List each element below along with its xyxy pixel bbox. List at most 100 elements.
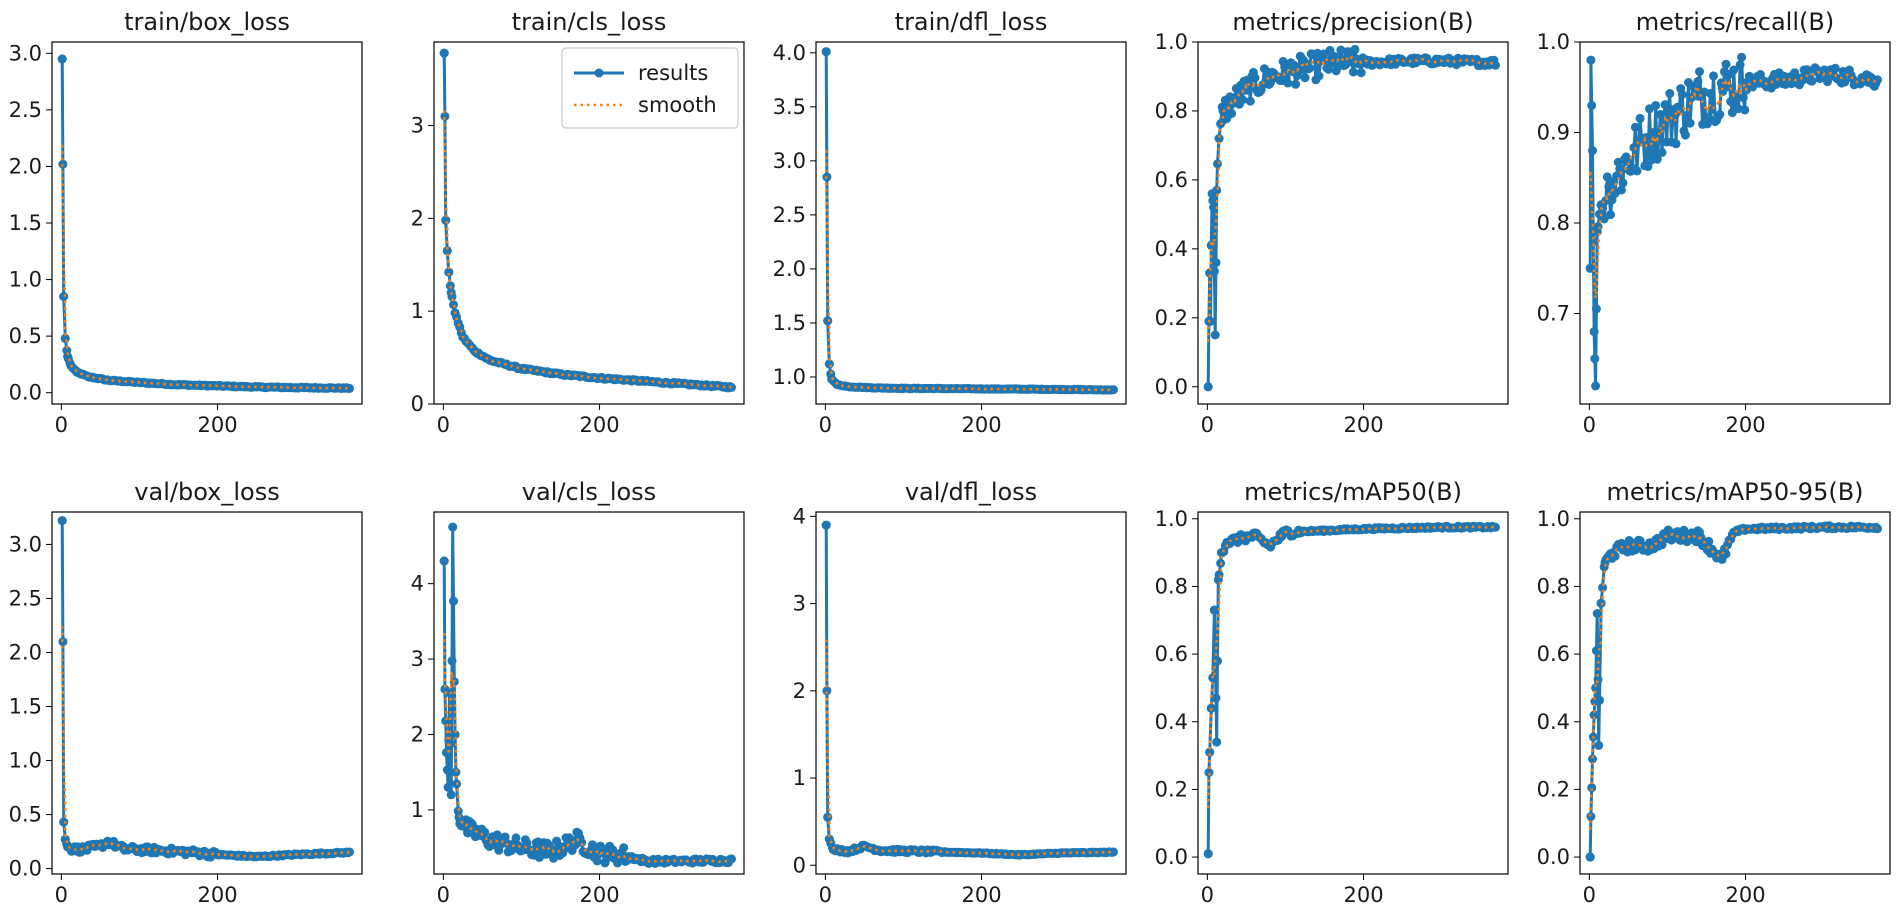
y-tick-label: 2.5	[9, 586, 42, 610]
y-tick-label: 2	[411, 722, 424, 746]
y-tick-label: 0.8	[1155, 99, 1188, 123]
y-tick-label: 0.2	[1537, 777, 1570, 801]
data-point	[345, 847, 354, 857]
y-tick-label: 0.0	[1155, 375, 1188, 399]
y-tick-label: 4	[793, 504, 806, 528]
panel-title: val/cls_loss	[522, 478, 656, 506]
series-line-smooth	[1206, 525, 1496, 808]
data-point	[1651, 101, 1661, 110]
series-line-smooth	[824, 639, 1114, 856]
panel-metrics-precision-b: metrics/precision(B) 0.0 0.2 0.4 0.6 0.8 1.0 0 2…	[1155, 8, 1509, 437]
data-point	[1356, 68, 1366, 78]
data-point	[1209, 266, 1219, 276]
data-point	[1241, 85, 1251, 95]
axes-frame	[433, 511, 745, 875]
y-tick-label: 0.8	[1155, 574, 1188, 598]
y-tick-label: 3	[411, 647, 424, 671]
data-point	[1588, 146, 1597, 156]
data-point	[1305, 63, 1315, 73]
data-point	[1213, 159, 1222, 169]
panel-title: train/dfl_loss	[895, 8, 1048, 36]
data-point	[1593, 675, 1603, 684]
data-point	[608, 845, 618, 855]
x-tick-label: 200	[961, 883, 1001, 907]
data-point	[1209, 203, 1219, 212]
axes-frame	[433, 41, 745, 405]
y-tick-label: 1.0	[9, 749, 42, 773]
data-point	[592, 856, 602, 866]
y-tick-label: 0.6	[1155, 168, 1188, 192]
series-results-markers	[821, 47, 1118, 395]
axes-frame	[815, 511, 1127, 875]
y-tick-label: 1	[411, 299, 424, 323]
x-tick-label: 200	[1343, 413, 1383, 437]
y-tick-label: 0.5	[9, 803, 42, 827]
data-point	[449, 300, 458, 310]
x-tick-label: 0	[437, 413, 450, 437]
axes-frame	[51, 511, 363, 875]
panel-train-dfl-loss: train/dfl_loss 1.0 1.5 2.0 2.5 3.0 3.5 4.0 0 200	[773, 8, 1127, 437]
x-tick-label: 200	[197, 413, 237, 437]
plot-area	[1585, 521, 1882, 862]
plot-area	[1203, 44, 1500, 392]
data-point	[57, 516, 67, 526]
data-point	[1823, 77, 1832, 87]
series-line-results	[60, 520, 351, 859]
data-point	[1648, 141, 1658, 151]
data-point	[1709, 71, 1718, 81]
data-point	[1213, 656, 1222, 666]
data-point	[1585, 263, 1595, 273]
panel-metrics-map50-95-b: metrics/mAP50-95(B) 0.0 0.2 0.4 0.6 0.8 1.0 0 20…	[1537, 478, 1891, 907]
series-line-results	[1588, 524, 1879, 858]
data-point	[1109, 385, 1118, 395]
y-tick-label: 1.0	[1155, 30, 1188, 54]
y-tick-label: 1.0	[9, 268, 42, 292]
data-point	[1665, 89, 1675, 98]
y-tick-label: 2.0	[9, 640, 42, 664]
data-point	[442, 246, 452, 256]
data-point	[1203, 382, 1213, 392]
data-point	[1291, 79, 1301, 89]
data-point	[1283, 78, 1293, 88]
data-point	[1350, 44, 1360, 54]
series-line-results	[1206, 524, 1496, 854]
data-point	[1715, 110, 1725, 119]
plot-area	[821, 520, 1118, 860]
x-tick-label: 0	[1201, 883, 1214, 907]
x-tick-label: 200	[579, 883, 619, 907]
data-point	[541, 849, 551, 859]
data-point	[1615, 164, 1625, 174]
series-results-markers	[821, 520, 1118, 860]
series-results-markers	[57, 54, 354, 393]
data-point	[824, 359, 834, 369]
data-point	[1840, 77, 1850, 87]
data-point	[1671, 139, 1681, 149]
y-tick-label: 0	[411, 392, 424, 416]
data-point	[1606, 210, 1615, 220]
plot-area	[57, 54, 354, 393]
data-point	[59, 817, 69, 827]
data-point	[1740, 105, 1750, 115]
series-line-smooth	[60, 144, 350, 390]
y-tick-label: 0	[793, 853, 806, 877]
data-point	[439, 48, 449, 58]
panel-train-box-loss: train/box_loss 0.0 0.5 1.0 1.5 2.0 2.5 3.0 0 200	[9, 8, 363, 437]
data-point	[1591, 304, 1601, 314]
y-tick-label: 0.0	[9, 857, 42, 881]
y-tick-label: 1.0	[773, 365, 806, 389]
data-point	[1591, 683, 1601, 693]
panel-title: val/dfl_loss	[905, 478, 1037, 506]
x-tick-label: 200	[1343, 883, 1383, 907]
data-point	[577, 838, 587, 847]
y-tick-label: 0.0	[9, 381, 42, 405]
axes-frame	[1579, 511, 1891, 875]
x-tick-label: 200	[961, 413, 1001, 437]
data-point	[522, 838, 532, 848]
series-line-smooth	[1206, 55, 1496, 342]
data-point	[444, 267, 454, 277]
data-point	[1873, 75, 1882, 85]
data-point	[1212, 185, 1222, 195]
x-tick-label: 200	[1725, 413, 1765, 437]
y-tick-label: 0.4	[1537, 710, 1570, 734]
